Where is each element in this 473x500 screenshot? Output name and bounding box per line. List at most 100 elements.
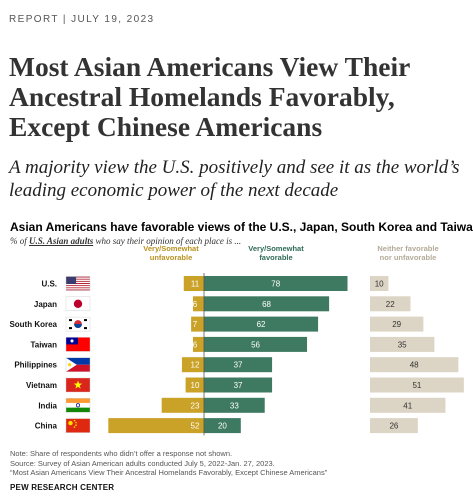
unfavorable-value: 11	[191, 280, 200, 289]
us-flag-part	[66, 279, 90, 281]
neither-bar	[370, 316, 424, 332]
chart-subtitle-link[interactable]: U.S. Asian adults	[29, 236, 94, 246]
unfavorable-bar	[185, 377, 204, 393]
neither-value: 29	[392, 320, 401, 329]
china-flag-part	[73, 426, 76, 428]
unfavorable-value: 6	[193, 340, 198, 349]
us-flag-part	[66, 289, 90, 291]
favorable-value: 37	[234, 361, 243, 370]
neither-bar	[370, 336, 435, 352]
china-flag-part	[75, 421, 77, 424]
favorable-bar	[204, 316, 319, 332]
us-flag-border	[65, 276, 91, 291]
favorable-bar	[204, 357, 273, 373]
china-flag-part	[75, 424, 77, 426]
india-flag-part	[75, 403, 81, 408]
vietnam-flag	[65, 377, 91, 393]
taiwan-flag-border	[65, 337, 91, 352]
china-flag-part	[68, 420, 73, 426]
south-korea-flag-part	[69, 327, 72, 330]
india-flag	[65, 398, 91, 413]
neither-bar	[370, 418, 418, 434]
india-flag-border	[65, 398, 91, 413]
us-flag-part	[66, 281, 90, 283]
chart-notes: Note: Share of respondents who didn’t of…	[10, 449, 327, 478]
column-header-0: Very/Somewhat	[143, 244, 199, 253]
us-flag-part	[66, 280, 90, 282]
india-flag-part	[66, 407, 90, 413]
vietnam-flag-part	[73, 380, 83, 389]
china-flag-part	[66, 418, 90, 433]
column-header-0: unfavorable	[150, 253, 193, 262]
category-label: Japan	[34, 300, 57, 309]
favorable-value: 37	[234, 381, 243, 390]
south-korea-flag-part	[84, 319, 87, 322]
favorable-bar	[204, 418, 241, 434]
favorable-bar	[204, 296, 330, 312]
source-text: Source: Survey of Asian American adults …	[10, 458, 275, 468]
south-korea-flag-border	[65, 316, 91, 332]
column-header-2: nor unfavorable	[380, 253, 437, 262]
india-flag-part	[66, 402, 90, 408]
south-korea-flag	[65, 316, 91, 332]
chart-subtitle: % of U.S. Asian adults who say their opi…	[10, 236, 241, 246]
us-flag-part	[66, 282, 90, 285]
chart-panel: Asian Americans have favorable views of …	[0, 207, 473, 500]
favorable-value: 56	[251, 340, 260, 349]
us-flag-part	[66, 278, 90, 280]
us-flag-part	[66, 286, 90, 288]
china-flag	[65, 418, 91, 433]
philippines-flag-border	[65, 357, 91, 372]
neither-value: 41	[403, 401, 412, 410]
category-label: India	[38, 401, 57, 410]
neither-value: 48	[410, 361, 419, 370]
neither-bar	[370, 377, 464, 393]
japan-flag-border	[65, 296, 91, 312]
philippines-flag-part	[66, 357, 90, 365]
us-flag-part	[66, 277, 90, 279]
unfavorable-value: 23	[191, 401, 200, 410]
neither-bar	[370, 276, 389, 291]
chart-subtitle-pre: % of	[10, 236, 29, 246]
favorable-value: 20	[218, 422, 227, 431]
page-headline: Most Asian Americans View Their Ancestra…	[9, 51, 410, 142]
category-label: U.S.	[41, 280, 57, 289]
taiwan-flag	[65, 337, 91, 352]
unfavorable-bar	[183, 276, 204, 291]
category-label: Philippines	[14, 361, 57, 370]
neither-value: 35	[398, 340, 407, 349]
unfavorable-value: 6	[193, 300, 198, 309]
philippines-flag-part	[66, 364, 90, 372]
unfavorable-bar	[191, 316, 204, 332]
china-flag-part	[73, 419, 76, 422]
india-flag-part	[66, 398, 90, 403]
favorable-value: 33	[230, 401, 239, 410]
us-flag-part	[66, 284, 90, 286]
neither-bar	[370, 357, 459, 373]
neither-value: 26	[389, 422, 398, 431]
unfavorable-bar	[161, 397, 204, 413]
japan-flag	[65, 296, 91, 312]
chart-subtitle-post: who say their opinion of each place is .…	[93, 236, 242, 246]
us-flag-part	[66, 285, 90, 287]
favorable-bar	[204, 336, 308, 352]
category-label: Taiwan	[30, 340, 57, 349]
south-korea-flag-part	[84, 327, 87, 330]
chart-title: Asian Americans have favorable views of …	[10, 220, 473, 234]
note-text: Note: Share of respondents who didn’t of…	[10, 449, 233, 458]
unfavorable-value: 12	[191, 361, 200, 370]
us-flag-part	[66, 288, 90, 290]
us-flag-part	[66, 276, 77, 285]
report-kicker: REPORT | JULY 19, 2023	[9, 14, 155, 25]
unfavorable-value: 7	[193, 320, 198, 329]
south-korea-flag-part	[69, 319, 72, 322]
neither-bar	[370, 296, 411, 312]
category-label: China	[35, 422, 58, 431]
us-flag-part	[66, 276, 90, 278]
vietnam-flag-border	[65, 377, 91, 393]
taiwan-flag-part	[70, 339, 74, 343]
us-flag-part	[66, 287, 90, 289]
report-citation: “Most Asian Americans View Their Ancestr…	[10, 468, 328, 477]
neither-value: 22	[386, 300, 395, 309]
unfavorable-bar	[192, 296, 204, 312]
